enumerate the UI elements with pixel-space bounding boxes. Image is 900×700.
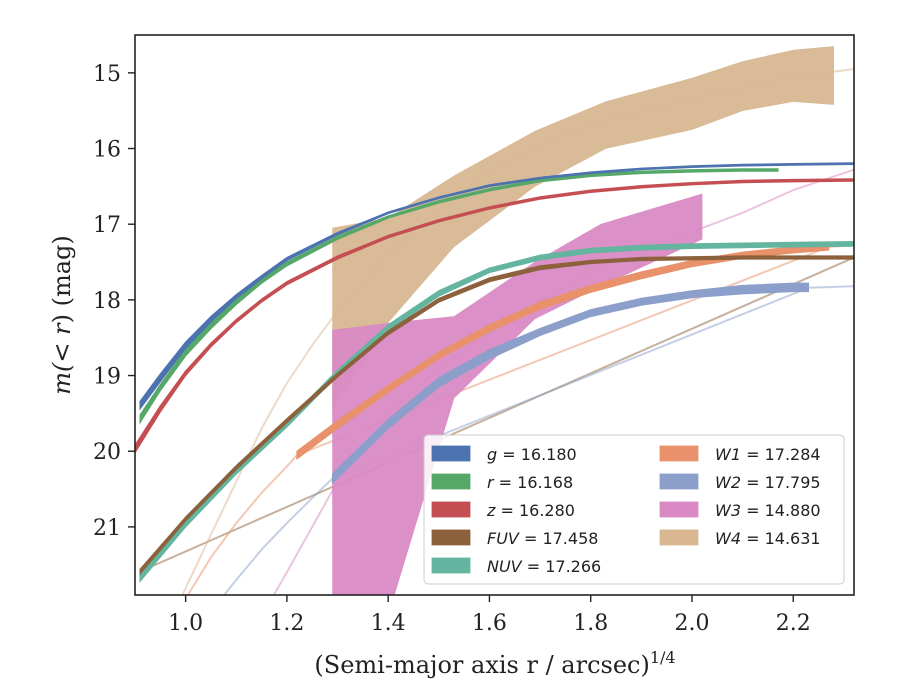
band-layer: [135, 46, 854, 595]
x-axis-label: (Semi-major axis r / arcsec)1/4: [314, 648, 675, 679]
legend-swatch-g: [431, 445, 471, 462]
x-tick-label: 1.4: [371, 611, 406, 636]
tick-layer: 1.0 1.2 1.4 1.6 1.8 2.0 2.2 15 16 17 18 19 20 21: [93, 62, 811, 636]
y-tick-label: 16: [93, 138, 121, 163]
legend-label-g: g = 16.180: [487, 445, 577, 464]
legend-label-fuv: FUV = 17.458: [487, 529, 598, 548]
series-band-w1: [296, 243, 830, 460]
legend-label-w2: W2 = 17.795: [715, 473, 821, 492]
series-band-w2: [331, 282, 810, 485]
legend-label-z: z = 16.280: [486, 501, 575, 520]
y-tick-label: 17: [93, 213, 121, 238]
legend: g = 16.180 r = 16.168 z = 16.280 FUV = 17.4…: [423, 434, 845, 585]
series-band-g: [139, 162, 854, 411]
y-tick-label: 20: [93, 440, 121, 465]
legend-swatch-z: [431, 501, 471, 518]
y-tick-label: 18: [93, 289, 121, 314]
legend-swatch-r: [431, 473, 471, 490]
x-axis-label-superscript: 1/4: [650, 648, 676, 667]
series-band-fuv: [139, 255, 854, 576]
legend-swatch-w4: [659, 529, 699, 546]
y-axis-label: m(< r) (mag): [48, 235, 76, 395]
x-tick-label: 1.0: [168, 611, 203, 636]
legend-label-w1: W1 = 17.284: [715, 445, 821, 464]
y-tick-label: 15: [93, 62, 121, 87]
legend-swatch-w3: [659, 501, 699, 518]
series-faded-fuv: [139, 256, 854, 573]
x-tick-label: 1.2: [269, 611, 304, 636]
x-tick-label: 2.2: [776, 611, 811, 636]
legend-swatch-fuv: [431, 529, 471, 546]
y-tick-label: 19: [93, 365, 121, 390]
legend-swatch-nuv: [431, 557, 471, 574]
legend-label-r: r = 16.168: [487, 473, 573, 492]
legend-label-w4: W4 = 14.631: [715, 529, 821, 548]
x-tick-label: 1.8: [573, 611, 608, 636]
x-tick-label: 2.0: [674, 611, 709, 636]
series-faded-w1: [186, 244, 854, 595]
x-tick-label: 1.6: [472, 611, 507, 636]
series-band-w4: [332, 46, 834, 411]
y-tick-label: 21: [93, 516, 121, 541]
legend-label-w3: W3 = 14.880: [715, 501, 821, 520]
legend-frame: [423, 434, 845, 585]
plot-frame: [134, 34, 855, 596]
legend-swatch-w1: [659, 445, 699, 462]
series-band-r: [139, 168, 779, 425]
legend-swatch-w2: [659, 473, 699, 490]
series-faded-w2: [222, 285, 854, 595]
series-band-z: [135, 178, 854, 454]
legend-label-nuv: NUV = 17.266: [487, 557, 601, 576]
